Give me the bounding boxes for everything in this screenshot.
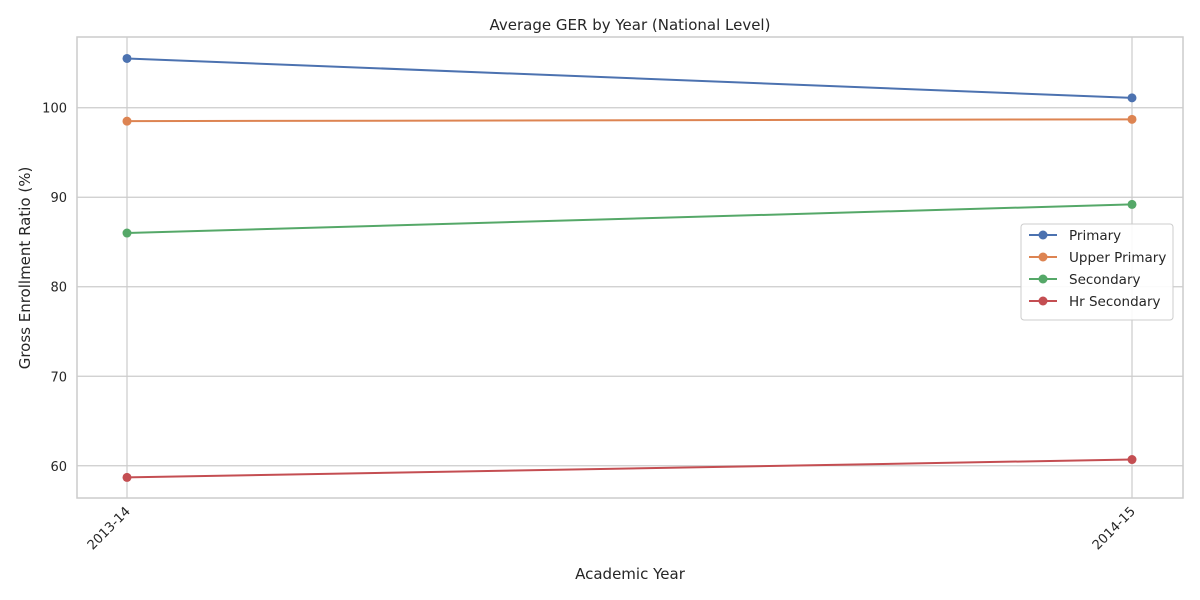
- legend-label: Upper Primary: [1069, 250, 1166, 266]
- y-axis-ticks: 60 70 80 90 100: [42, 102, 67, 475]
- legend-item: Upper Primary: [1029, 250, 1166, 266]
- series-layer: [122, 53, 1137, 482]
- legend-marker: [1038, 252, 1048, 262]
- legend-marker: [1038, 274, 1048, 284]
- data-point: [122, 116, 132, 126]
- legend-item: Primary: [1029, 228, 1121, 244]
- y-tick-label: 100: [42, 102, 67, 117]
- x-axis-ticks: 2013-14 2014-15: [85, 504, 1139, 553]
- legend-label: Secondary: [1069, 272, 1141, 288]
- plot-frame: [76, 36, 1184, 499]
- x-tick-label: 2013-14: [85, 504, 134, 553]
- series-primary: [122, 53, 1137, 103]
- legend-item: Hr Secondary: [1029, 294, 1161, 310]
- legend-item: Secondary: [1029, 272, 1141, 288]
- data-point: [122, 228, 132, 238]
- y-axis-label: Gross Enrollment Ratio (%): [16, 167, 34, 370]
- legend-label: Hr Secondary: [1069, 294, 1161, 310]
- series-secondary: [122, 199, 1137, 238]
- data-point: [122, 53, 132, 63]
- data-point: [1127, 114, 1137, 124]
- y-tick-label: 60: [50, 460, 67, 475]
- data-point: [1127, 93, 1137, 103]
- y-tick-label: 90: [50, 191, 67, 206]
- legend-marker: [1038, 296, 1048, 306]
- legend: Primary Upper Primary Secondary Hr Secondar…: [1020, 223, 1174, 321]
- y-tick-label: 80: [50, 281, 67, 296]
- series-line: [126, 203, 1133, 235]
- grid-layer: [77, 37, 1183, 498]
- chart-title: Average GER by Year (National Level): [490, 16, 771, 34]
- data-point: [122, 472, 132, 482]
- data-point: [1127, 455, 1137, 465]
- series-line: [126, 458, 1133, 479]
- x-axis-label: Academic Year: [575, 565, 686, 583]
- legend-label: Primary: [1069, 228, 1121, 244]
- series-upper-primary: [122, 114, 1137, 126]
- legend-marker: [1038, 230, 1048, 240]
- series-hr-secondary: [122, 455, 1137, 482]
- x-tick-label: 2014-15: [1090, 504, 1139, 553]
- series-line: [126, 57, 1133, 99]
- data-point: [1127, 199, 1137, 209]
- y-tick-label: 70: [50, 370, 67, 385]
- series-line: [126, 118, 1133, 123]
- legend-box: [1020, 223, 1174, 321]
